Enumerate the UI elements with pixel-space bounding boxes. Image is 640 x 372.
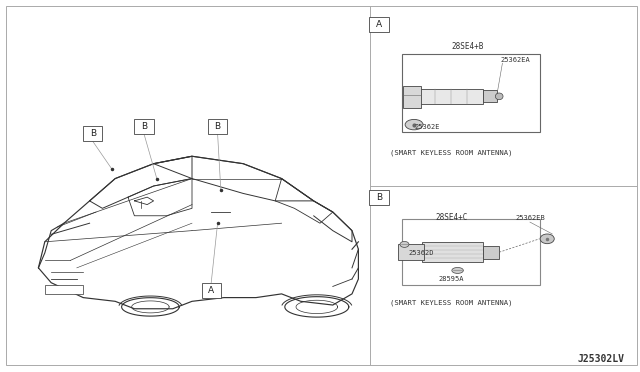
Ellipse shape (452, 267, 463, 273)
Bar (398, 244, 424, 260)
Text: 25362EB: 25362EB (515, 215, 545, 221)
Ellipse shape (540, 234, 554, 244)
Bar (402, 54, 540, 132)
Bar (134, 119, 154, 134)
Bar (403, 86, 421, 108)
Text: A: A (208, 286, 214, 295)
Ellipse shape (405, 119, 423, 130)
Bar (483, 246, 499, 259)
Text: B: B (90, 129, 96, 138)
Bar (483, 90, 497, 102)
Bar (208, 119, 227, 134)
Text: 28SE4+B: 28SE4+B (451, 42, 483, 51)
Bar (202, 283, 221, 298)
Bar (83, 126, 102, 141)
Text: B: B (376, 193, 382, 202)
Bar (369, 17, 389, 32)
Text: 25362EA: 25362EA (500, 57, 530, 62)
Text: (SMART KEYLESS ROOM ANTENNA): (SMART KEYLESS ROOM ANTENNA) (390, 149, 513, 156)
Text: B: B (141, 122, 147, 131)
Bar (402, 219, 540, 285)
Ellipse shape (495, 93, 503, 100)
Bar (45, 285, 83, 294)
Ellipse shape (400, 241, 409, 247)
Text: A: A (376, 20, 382, 29)
Text: 28595A: 28595A (438, 276, 464, 282)
Text: 25362E: 25362E (415, 124, 440, 130)
Text: B: B (214, 122, 221, 131)
Text: J25302LV: J25302LV (577, 354, 624, 364)
Text: 25362D: 25362D (408, 250, 434, 256)
Bar (419, 89, 483, 104)
Text: 28SE4+C: 28SE4+C (435, 213, 467, 222)
Bar (369, 190, 389, 205)
Text: (SMART KEYLESS ROOM ANTENNA): (SMART KEYLESS ROOM ANTENNA) (390, 300, 513, 307)
Bar (422, 242, 483, 262)
